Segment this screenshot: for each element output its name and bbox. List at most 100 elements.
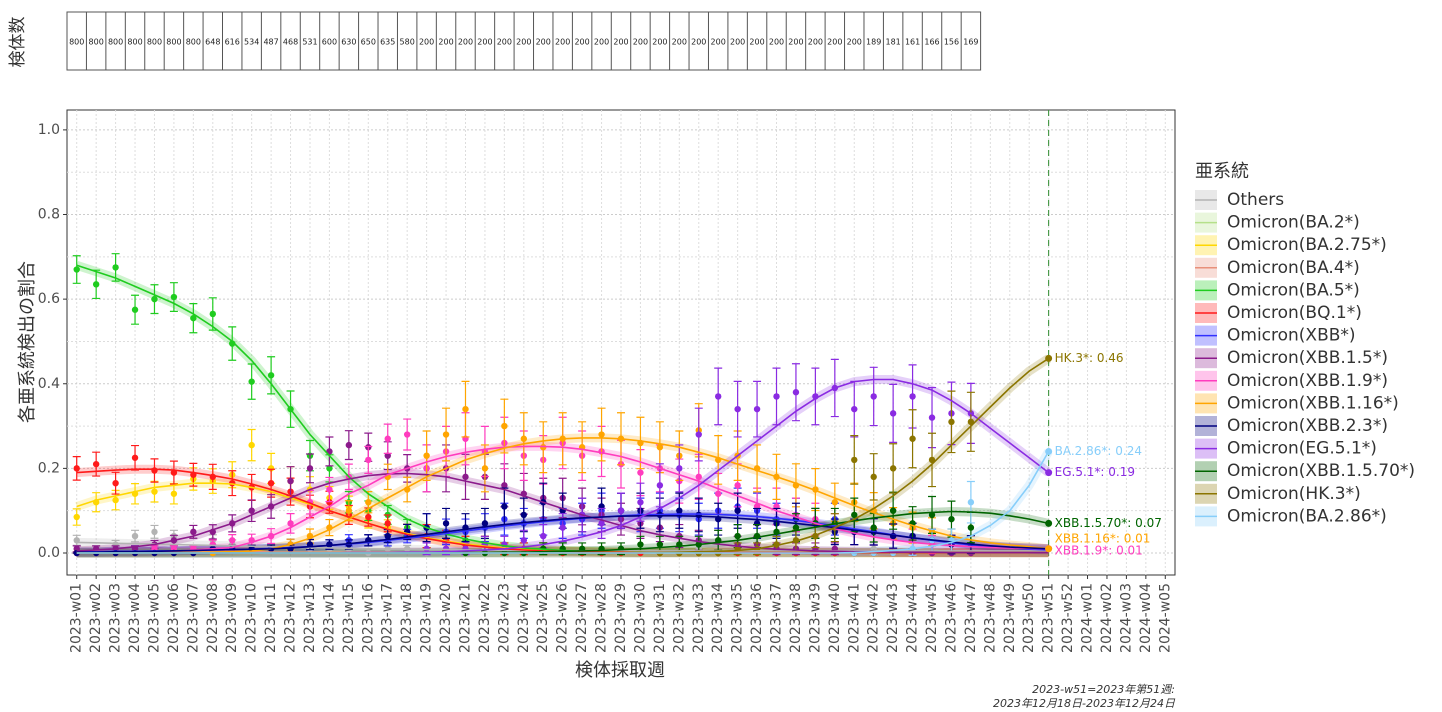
x-tick-label: 2023-w49	[1002, 583, 1018, 653]
sample-strip	[66, 11, 982, 71]
sample-count: 580	[400, 38, 415, 47]
x-tick-label: 2023-w36	[749, 583, 765, 653]
data-point	[598, 520, 605, 527]
data-point	[520, 511, 528, 519]
data-point	[151, 295, 158, 303]
data-point	[967, 499, 975, 506]
sample-count: 200	[827, 38, 842, 47]
sample-count: 169	[963, 38, 978, 47]
x-tick-label: 2024-w04	[1138, 583, 1154, 653]
legend-label: Omicron(XBB.1.16*)	[1227, 393, 1399, 413]
x-tick-label: 2023-w05	[146, 583, 162, 653]
data-point	[190, 314, 197, 322]
sample-count: 200	[672, 38, 687, 47]
data-point	[734, 532, 741, 540]
data-point	[442, 431, 450, 438]
data-point	[92, 460, 100, 468]
x-tick-label: 2024-w02	[1099, 583, 1115, 653]
legend-label: Others	[1227, 190, 1284, 210]
x-tick-label: 2023-w13	[302, 583, 318, 653]
data-point	[248, 507, 255, 514]
sample-count: 534	[244, 38, 259, 47]
data-point	[540, 532, 547, 540]
x-tick-label: 2023-w16	[360, 583, 376, 653]
sample-label: 検体数	[8, 17, 28, 68]
data-point	[851, 456, 858, 464]
data-point	[501, 482, 508, 489]
x-tick-label: 2023-w23	[496, 583, 512, 653]
x-tick-label: 2023-w43	[885, 583, 901, 653]
data-point	[676, 507, 683, 514]
data-point	[792, 524, 800, 531]
x-tick-label: 2023-w20	[438, 583, 454, 653]
x-tick-label: 2023-w19	[419, 583, 435, 653]
sample-count: 200	[477, 38, 492, 47]
x-tick-label: 2023-w45	[924, 583, 940, 653]
legend-title: 亜系統	[1195, 161, 1249, 182]
x-tick-label: 2023-w29	[613, 583, 629, 653]
x-tick-label: 2023-w32	[671, 583, 687, 653]
legend-label: Omicron(XBB*)	[1227, 326, 1356, 346]
sample-count: 800	[186, 38, 201, 47]
data-point	[870, 524, 877, 531]
data-point	[384, 532, 391, 540]
data-point	[209, 310, 216, 318]
x-tick-label: 2023-w04	[127, 583, 143, 653]
data-point	[753, 405, 761, 413]
data-point	[73, 266, 80, 273]
data-point	[695, 431, 702, 438]
data-point	[520, 435, 528, 442]
sample-count: 200	[652, 38, 667, 47]
x-tick-label: 2023-w50	[1021, 583, 1037, 653]
x-tick-label: 2023-w51	[1041, 583, 1057, 653]
data-point	[151, 488, 158, 495]
x-tick-label: 2024-w01	[1080, 583, 1096, 653]
sample-count: 635	[380, 38, 395, 47]
data-point	[831, 499, 839, 506]
end-point	[1045, 354, 1053, 362]
y-tick-label: 0.0	[38, 545, 60, 561]
data-point	[870, 473, 877, 481]
y-tick-label: 0.4	[38, 376, 60, 392]
sample-count: 468	[283, 38, 298, 47]
x-tick-label: 2023-w17	[380, 583, 396, 653]
data-point	[423, 452, 430, 459]
data-point	[170, 490, 178, 497]
data-point	[384, 452, 391, 459]
data-point	[190, 528, 197, 536]
sample-count: 166	[924, 38, 939, 47]
sample-count: 650	[361, 38, 376, 47]
x-tick-label: 2023-w07	[185, 583, 201, 653]
data-point	[909, 393, 916, 400]
sample-count: 156	[944, 38, 959, 47]
x-tick-label: 2023-w14	[321, 583, 337, 653]
sample-count: 531	[302, 38, 317, 47]
data-point	[326, 465, 333, 472]
data-point	[870, 393, 877, 400]
sample-count: 800	[69, 38, 84, 47]
note: 2023年12月18日-2023年12月24日	[993, 697, 1176, 710]
legend-label: Omicron(HK.3*)	[1227, 484, 1361, 504]
legend-label: Omicron(XBB.2.3*)	[1227, 416, 1388, 436]
data-point	[889, 410, 897, 417]
data-point	[248, 378, 255, 385]
x-axis-title: 検体採取週	[575, 660, 665, 681]
x-tick-label: 2023-w25	[535, 583, 551, 653]
legend-label: Omicron(BA.5*)	[1227, 280, 1360, 300]
data-point	[734, 405, 741, 413]
legend-label: Omicron(XBB.1.5*)	[1227, 348, 1388, 368]
sample-count: 200	[788, 38, 803, 47]
sample-count: 800	[127, 38, 142, 47]
y-tick-label: 0.6	[38, 291, 60, 307]
data-point	[267, 479, 275, 487]
end-label: XBB.1.5.70*: 0.07	[1055, 516, 1162, 530]
x-tick-label: 2023-w01	[69, 583, 85, 653]
data-point	[267, 372, 275, 379]
x-tick-label: 2023-w02	[88, 583, 104, 653]
data-point	[559, 524, 566, 531]
sample-count: 800	[147, 38, 162, 47]
sample-count: 200	[847, 38, 862, 47]
end-point	[1045, 469, 1053, 477]
sample-count: 200	[497, 38, 512, 47]
